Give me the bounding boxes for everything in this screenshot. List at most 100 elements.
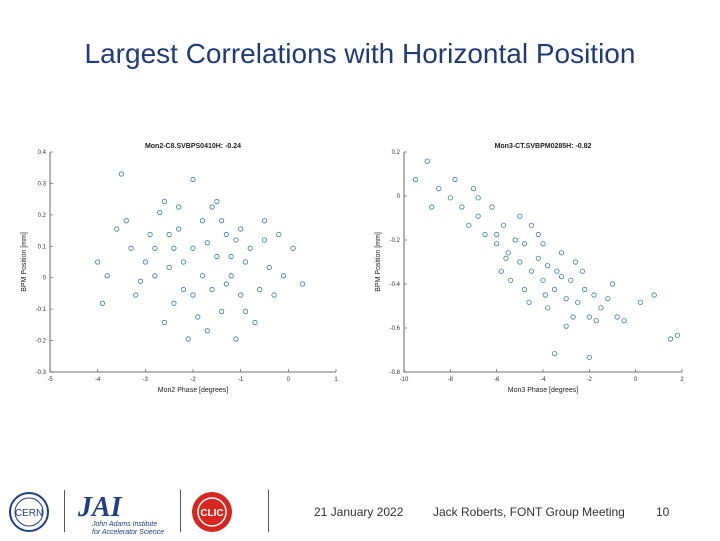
x-tick-label: -2 bbox=[587, 377, 593, 383]
cern-logo: CERN bbox=[6, 490, 52, 534]
data-point bbox=[517, 259, 523, 265]
data-point bbox=[436, 186, 442, 192]
data-point bbox=[482, 231, 488, 238]
data-point bbox=[219, 308, 225, 315]
y-tick-label: -0.2 bbox=[390, 238, 401, 244]
data-point bbox=[199, 273, 206, 279]
data-point bbox=[190, 245, 196, 251]
data-point bbox=[223, 281, 229, 287]
clic-logo: CLIC bbox=[190, 490, 234, 534]
data-point bbox=[152, 273, 158, 279]
data-point bbox=[545, 263, 551, 269]
x-tick-label: -2 bbox=[190, 377, 196, 383]
data-point bbox=[142, 259, 148, 265]
x-tick-label: -3 bbox=[143, 377, 149, 383]
scatter-plot-left: -5 -4 -3 -2 -1 0 1 0.4 0.3 0.2 0.1 0 -0.1 -0.2 -0.3 Mon… bbox=[18, 138, 348, 400]
data-point bbox=[128, 245, 134, 251]
data-point bbox=[190, 292, 196, 298]
data-point bbox=[280, 273, 287, 279]
data-point bbox=[667, 336, 674, 342]
data-point bbox=[489, 204, 495, 210]
data-point bbox=[651, 292, 657, 298]
x-tick-label: 0 bbox=[634, 377, 638, 383]
data-point bbox=[572, 259, 579, 265]
data-point bbox=[261, 237, 268, 243]
data-point bbox=[209, 204, 215, 210]
y-axis-label: BPM Position [mm] bbox=[21, 232, 28, 292]
jai-logo-line2: for Accelerator Science bbox=[92, 529, 164, 536]
data-point bbox=[176, 204, 182, 210]
data-point bbox=[542, 292, 548, 298]
data-point bbox=[582, 286, 588, 293]
data-point bbox=[300, 281, 306, 287]
data-point bbox=[180, 259, 187, 265]
data-point bbox=[512, 237, 518, 243]
data-point bbox=[586, 314, 592, 320]
jai-logo: JAI John Adams Institute for Accelerator… bbox=[72, 488, 182, 536]
y-tick-label: 0.1 bbox=[38, 244, 47, 250]
data-point bbox=[563, 323, 569, 329]
x-tick-label: -1 bbox=[238, 377, 244, 383]
data-point bbox=[242, 259, 249, 265]
data-point bbox=[171, 245, 177, 251]
data-point bbox=[568, 277, 574, 283]
y-tick-label: -0.6 bbox=[390, 326, 401, 332]
data-point bbox=[593, 318, 599, 324]
data-point bbox=[204, 328, 210, 334]
y-tick-label: 0 bbox=[43, 276, 47, 282]
y-tick-label: -0.8 bbox=[390, 370, 401, 376]
data-point bbox=[161, 319, 167, 326]
data-point bbox=[95, 259, 101, 265]
data-point bbox=[447, 195, 453, 201]
clic-logo-text: CLIC bbox=[200, 508, 223, 519]
data-point bbox=[470, 186, 477, 192]
data-point bbox=[558, 250, 565, 256]
data-point bbox=[501, 222, 507, 228]
data-point bbox=[185, 336, 191, 342]
data-point bbox=[152, 245, 158, 251]
data-point bbox=[517, 213, 523, 219]
data-point bbox=[526, 299, 532, 305]
data-point bbox=[535, 255, 541, 261]
data-point bbox=[166, 264, 172, 271]
x-tick-label: 0 bbox=[287, 377, 291, 383]
scatter-plot-right: -10 -8 -6 -4 -2 0 2 0.2 0 -0.2 -0.4 -0.6 -0.8 Mon3-CT… bbox=[372, 138, 690, 400]
data-point bbox=[233, 336, 239, 342]
data-point bbox=[563, 296, 569, 302]
data-point bbox=[535, 231, 541, 238]
x-tick-label: -10 bbox=[400, 377, 409, 383]
data-point bbox=[157, 209, 163, 216]
data-point bbox=[242, 308, 249, 315]
data-point bbox=[579, 268, 585, 274]
y-tick-label: 0.2 bbox=[392, 150, 401, 156]
data-point bbox=[180, 286, 187, 293]
data-point bbox=[261, 218, 268, 224]
data-point bbox=[209, 286, 215, 293]
data-point bbox=[570, 314, 576, 320]
data-point bbox=[551, 351, 558, 357]
data-point bbox=[614, 314, 620, 320]
data-point bbox=[133, 292, 139, 298]
data-point bbox=[674, 332, 680, 338]
scatter-plot-left-svg: -5 -4 -3 -2 -1 0 1 0.4 0.3 0.2 0.1 0 -0.1 -0.2 -0.3 Mon… bbox=[21, 143, 338, 394]
data-point bbox=[228, 273, 234, 279]
data-point bbox=[137, 278, 144, 284]
data-point bbox=[452, 176, 458, 183]
footer-author: Jack Roberts, FONT Group Meeting bbox=[433, 505, 625, 519]
x-tick-label: -4 bbox=[95, 377, 101, 383]
data-point bbox=[637, 299, 643, 305]
jai-logo-line1: John Adams Institute bbox=[91, 521, 157, 528]
data-point bbox=[219, 218, 225, 224]
data-point bbox=[459, 204, 465, 210]
x-axis-label: Mon3 Phase [degrees] bbox=[508, 387, 578, 394]
data-point bbox=[147, 231, 153, 238]
x-tick-label: 2 bbox=[680, 377, 684, 383]
data-point bbox=[475, 213, 481, 219]
data-point bbox=[598, 305, 604, 311]
data-point bbox=[528, 222, 535, 228]
scatter-plot-right-svg: -10 -8 -6 -4 -2 0 2 0.2 0 -0.2 -0.4 -0.6 -0.8 Mon3-CT… bbox=[375, 143, 684, 394]
data-point bbox=[586, 354, 592, 360]
data-point bbox=[266, 264, 272, 271]
data-point bbox=[505, 250, 511, 256]
data-point bbox=[247, 245, 253, 251]
